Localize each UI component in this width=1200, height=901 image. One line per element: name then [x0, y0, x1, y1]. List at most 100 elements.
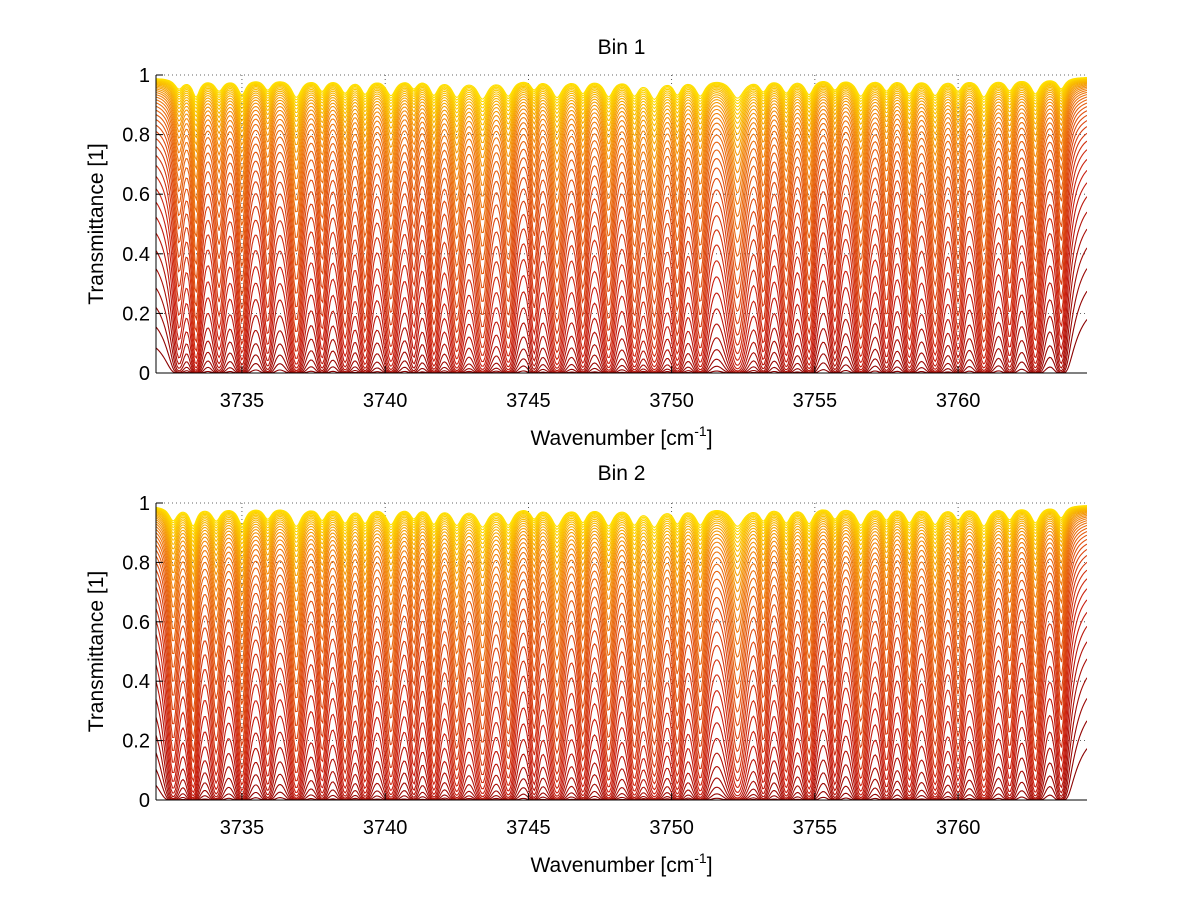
series-line [156, 611, 1087, 798]
series-line [156, 77, 1087, 110]
series-line [156, 80, 1087, 133]
panel-2: 3735 3740 3745 3750 3755 3760 0 0.2 0.4 0.6 0.8 1 Bi… [85, 462, 1087, 877]
series-line [156, 85, 1087, 169]
series-line [156, 120, 1087, 318]
x-tick-label: 3740 [363, 390, 408, 412]
y-axis-label: Transmittance [1] [85, 143, 108, 304]
series-group [156, 505, 1087, 800]
series-line [156, 658, 1087, 800]
series-line [156, 520, 1087, 640]
series-line [156, 77, 1087, 103]
series-line [156, 78, 1087, 113]
series-line [156, 511, 1087, 581]
series-line [156, 110, 1087, 292]
series-line [156, 506, 1087, 538]
series-line [156, 149, 1087, 358]
x-tick-label: 3745 [506, 817, 551, 839]
panel-1: 3735 3740 3745 3750 3755 3760 0 0.2 0.4 0.6 0.8 1 Bi… [85, 36, 1087, 450]
y-tick-label: 0.4 [122, 244, 150, 266]
series-line [156, 505, 1087, 529]
series-group [156, 76, 1087, 373]
y-tick-label: 0.2 [122, 303, 150, 325]
series-line [156, 588, 1087, 791]
series-line [156, 748, 1087, 800]
series-line [156, 196, 1087, 372]
series-line [156, 78, 1087, 118]
series-line [156, 506, 1087, 541]
series-line [156, 555, 1087, 758]
series-line [156, 89, 1087, 200]
series-line [156, 522, 1087, 652]
series-line [156, 505, 1087, 531]
series-line [156, 513, 1087, 598]
x-axis-label: Wavenumber [cm-1] [530, 850, 712, 877]
series-line [156, 102, 1087, 264]
y-tick-label: 0.2 [122, 731, 150, 753]
series-line [156, 88, 1087, 189]
series-line [156, 126, 1087, 330]
x-tick-label: 3750 [649, 390, 694, 412]
series-line [156, 561, 1087, 769]
y-axis-label: Transmittance [1] [85, 571, 108, 732]
y-tick-label: 0.8 [122, 552, 150, 574]
series-line [156, 510, 1087, 573]
series-line [156, 509, 1087, 567]
series-line [156, 140, 1087, 350]
series-line [156, 677, 1087, 800]
x-tick-label: 3755 [793, 390, 838, 412]
y-tick-label: 0.6 [122, 612, 150, 634]
series-line [156, 132, 1087, 341]
series-line [156, 625, 1087, 800]
series-line [156, 505, 1087, 534]
series-line [156, 79, 1087, 127]
series-line [156, 524, 1087, 665]
series-line [156, 228, 1087, 373]
series-line [156, 211, 1087, 373]
series-line [156, 79, 1087, 122]
x-tick-label: 3740 [363, 817, 408, 839]
x-tick-label: 3745 [506, 390, 551, 412]
series-line [156, 82, 1087, 145]
series-line [156, 507, 1087, 550]
x-tick-label: 3750 [649, 817, 694, 839]
x-axis-label: Wavenumber [cm-1] [530, 423, 712, 450]
series-line [156, 599, 1087, 795]
series-line [156, 106, 1087, 278]
series-line [156, 516, 1087, 617]
x-tick-label: 3755 [793, 817, 838, 839]
series-line [156, 508, 1087, 561]
series-line [156, 538, 1087, 720]
series-line [156, 508, 1087, 555]
series-line [156, 319, 1087, 373]
series-line [156, 518, 1087, 628]
y-tick-label: 0 [139, 363, 150, 385]
series-line [156, 506, 1087, 546]
series-line [156, 534, 1087, 706]
chart-title: Bin 1 [598, 36, 646, 59]
y-tick-label: 0.6 [122, 184, 150, 206]
series-line [156, 91, 1087, 212]
x-tick-label: 3760 [936, 817, 981, 839]
series-line [156, 569, 1087, 778]
series-line [156, 641, 1087, 800]
chart-title: Bin 2 [598, 462, 646, 485]
y-tick-label: 1 [139, 493, 150, 515]
y-tick-label: 0 [139, 790, 150, 812]
series-line [156, 578, 1087, 785]
series-line [156, 159, 1087, 364]
series-line [156, 548, 1087, 746]
series-line [156, 531, 1087, 692]
series-line [156, 527, 1087, 679]
series-line [156, 514, 1087, 607]
y-tick-label: 0.8 [122, 125, 150, 147]
series-line [156, 512, 1087, 589]
series-line [156, 86, 1087, 179]
series-line [156, 114, 1087, 306]
x-tick-label: 3735 [220, 390, 265, 412]
series-line [156, 543, 1087, 733]
series-line [156, 81, 1087, 139]
series-line [156, 170, 1087, 368]
series-line [156, 83, 1087, 153]
series-line [156, 247, 1087, 373]
